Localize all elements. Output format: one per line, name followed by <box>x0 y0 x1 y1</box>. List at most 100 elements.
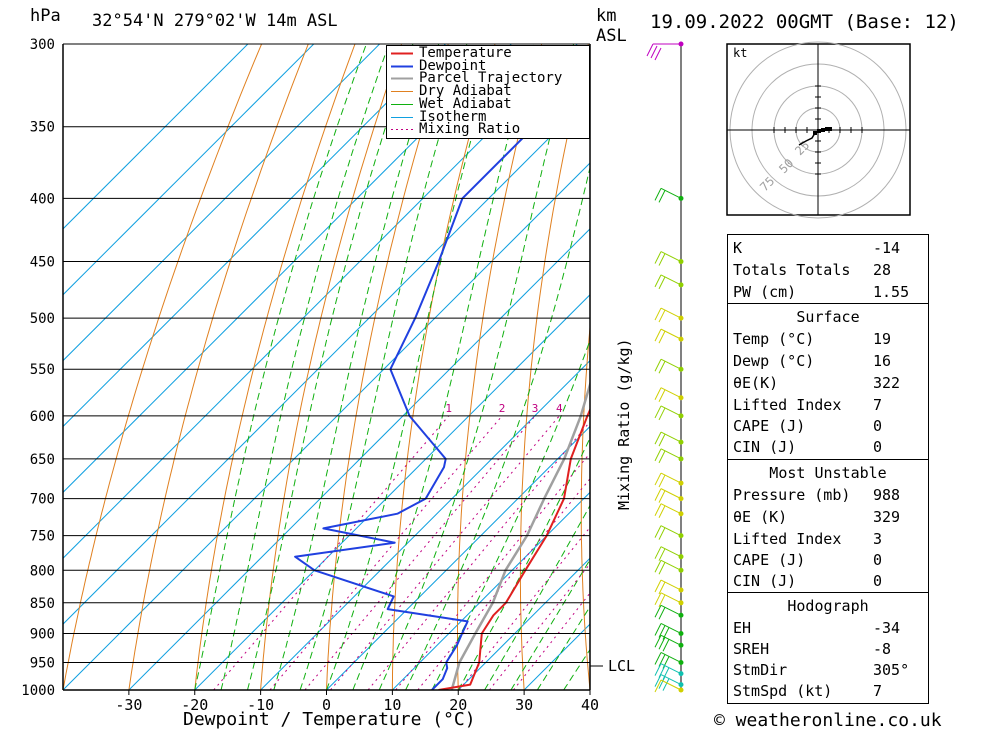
km-label: km <box>596 6 617 26</box>
wind-barb-shaft <box>660 559 682 571</box>
mixing-ratio-label: 1 <box>445 402 452 415</box>
dry-adiabat-line <box>697 44 728 690</box>
wind-barb-flag <box>658 361 666 374</box>
mixing-ratio-line <box>304 415 536 690</box>
legend-item: Dewpoint <box>391 59 586 73</box>
wind-barb <box>654 448 682 464</box>
mixing-ratio-label: 3 <box>532 402 539 415</box>
isotherm-line <box>128 228 590 690</box>
dry-adiabat-line <box>519 44 589 690</box>
hodograph-point <box>825 127 829 131</box>
wind-barb-flag <box>658 389 666 402</box>
pressure-tick-label: 300 <box>30 37 55 53</box>
pressure-tick-label: 400 <box>30 191 55 207</box>
wind-barb-flag <box>654 674 662 687</box>
wet-adiabat-line <box>352 44 534 690</box>
wind-barb-flag <box>646 43 654 57</box>
legend-item: Mixing Ratio <box>391 122 586 136</box>
wind-barb-flag <box>654 592 662 606</box>
wind-barb-shaft <box>660 679 682 691</box>
wind-barb <box>654 579 682 595</box>
legend-item: Wet Adiabat <box>391 97 586 111</box>
pressure-tick-label: 600 <box>30 409 55 425</box>
legend-swatch <box>391 65 413 68</box>
legend-label: Dry Adiabat <box>419 83 512 100</box>
pressure-tick-label: 800 <box>30 563 55 579</box>
hodo-row-stmdir: StmDir 305° <box>733 661 910 679</box>
wind-barb-shaft <box>660 307 682 319</box>
hodo-row-eh: EH -34 <box>733 619 901 637</box>
pressure-tick-label: 350 <box>30 120 55 136</box>
mu-row-lifted: Lifted Index 3 <box>733 530 883 548</box>
location-title: 32°54'N 279°02'W 14m ASL <box>92 11 338 31</box>
wind-barb-flag <box>658 637 666 650</box>
x-tick-label: 40 <box>581 696 599 714</box>
wind-barb-shaft <box>660 652 682 663</box>
dry-adiabat-line <box>128 44 309 690</box>
wind-barb-flag <box>658 548 666 561</box>
mu-row-cape: CAPE (J) 0 <box>733 551 883 569</box>
wind-barb <box>654 559 682 575</box>
wet-adiabat-line <box>220 44 390 690</box>
wind-barb-shaft <box>660 623 682 634</box>
wind-barb <box>654 674 682 691</box>
wind-barb-flag <box>654 188 662 201</box>
wet-adiabat-line <box>247 44 414 690</box>
mixing-ratio-label: 10 <box>635 402 648 415</box>
wind-barb-flag <box>650 45 658 59</box>
wind-barb-shaft <box>660 592 682 604</box>
mixing-ratio-line <box>330 415 560 690</box>
pressure-tick-label: 450 <box>30 255 55 271</box>
wind-barb-flag <box>654 525 662 538</box>
hodograph-point <box>813 131 817 135</box>
dry-adiabat-line <box>326 44 449 690</box>
index-row-totals: Totals Totals 28 <box>733 261 892 279</box>
wind-barb-flag <box>654 431 662 445</box>
legend-label: Parcel Trajectory <box>419 70 563 87</box>
wind-barb-flag <box>658 527 666 540</box>
wind-barb-shaft <box>660 488 682 500</box>
surface-row-thetae: θE(K) 322 <box>733 374 901 392</box>
wind-barb-flag <box>654 274 662 288</box>
legend-swatch <box>391 52 413 55</box>
wind-barb <box>654 251 682 266</box>
dry-adiabat-line <box>63 44 263 690</box>
pressure-tick-label: 900 <box>30 626 55 642</box>
copyright-link[interactable]: © weatheronline.co.uk <box>714 710 942 731</box>
pressure-unit-label: hPa <box>30 6 61 26</box>
x-tick-label: 0 <box>322 696 331 714</box>
wind-barb-shaft <box>660 663 682 675</box>
dry-adiabat-line <box>194 44 356 690</box>
hodograph-point <box>828 127 832 131</box>
dry-adiabat-line <box>391 44 496 690</box>
wind-barb-shaft <box>660 448 682 460</box>
wind-barb-flag <box>658 490 666 503</box>
wind-barb-shaft <box>660 251 682 263</box>
x-axis-title: Dewpoint / Temperature (°C) <box>183 709 476 730</box>
wind-barb-flag <box>658 505 666 518</box>
legend-label: Temperature <box>419 45 512 61</box>
mu-row-cin: CIN (J) 0 <box>733 572 883 590</box>
wind-barb-shaft <box>660 472 682 484</box>
isotherm-line <box>63 44 446 428</box>
wind-barb-shaft <box>660 431 682 443</box>
legend-item: Dry Adiabat <box>391 83 586 100</box>
mu-row-thetae: θE (K) 329 <box>733 508 901 526</box>
wind-barb-flag <box>654 359 662 372</box>
surface-row-lifted: Lifted Index 7 <box>733 396 883 414</box>
isotherm-line <box>457 557 590 690</box>
wind-barb <box>654 472 682 488</box>
wind-barb <box>654 274 682 290</box>
wind-barb <box>654 358 682 374</box>
hodograph-title: Hodograph <box>787 597 869 615</box>
wind-barb-flag <box>658 625 666 638</box>
wind-barb-flag <box>654 679 662 693</box>
temperature-profile-line <box>438 407 590 690</box>
surface-title: Surface <box>796 308 860 326</box>
wind-barb-flag <box>654 47 662 61</box>
wind-barb-flag <box>654 663 662 676</box>
parcel-trajectory-line <box>450 380 590 690</box>
wind-barb-flag <box>658 407 666 421</box>
dewpoint-profile-line <box>294 83 590 690</box>
wind-barb-shaft <box>660 503 682 515</box>
